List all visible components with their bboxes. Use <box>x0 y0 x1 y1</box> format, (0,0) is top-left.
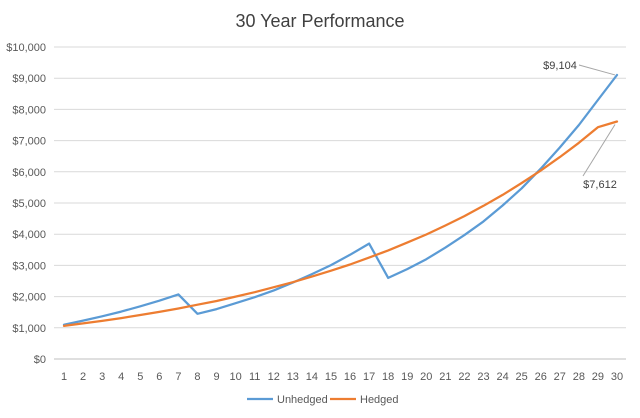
x-tick-label: 14 <box>306 371 318 383</box>
series-line-unhedged <box>62 73 619 326</box>
x-tick-label: 1 <box>61 371 67 383</box>
x-tick-label: 24 <box>496 371 508 383</box>
x-tick-label: 26 <box>535 371 547 383</box>
y-tick-label: $0 <box>34 354 46 366</box>
y-tick-label: $4,000 <box>12 229 46 241</box>
x-tick-label: 3 <box>99 371 105 383</box>
x-tick-label: 6 <box>156 371 162 383</box>
y-tick-label: $2,000 <box>12 292 46 304</box>
annotations: $9,104 $7,612 <box>543 60 617 191</box>
x-tick-label: 27 <box>554 371 566 383</box>
y-tick-label: $7,000 <box>12 136 46 148</box>
x-tick-label: 23 <box>477 371 489 383</box>
annotation-leader <box>582 124 616 177</box>
x-axis-ticks: 1 2 3 4 5 6 7 8 9 10 11 12 13 14 15 16 17 18 19 20 21 22 23 24 2… <box>61 371 623 383</box>
y-tick-label: $3,000 <box>12 260 46 272</box>
legend: Unhedged Hedged <box>247 394 399 406</box>
chart-title: 30 Year Performance <box>235 11 404 31</box>
x-tick-label: 9 <box>213 371 219 383</box>
x-tick-label: 16 <box>344 371 356 383</box>
x-tick-label: 29 <box>592 371 604 383</box>
x-tick-label: 22 <box>458 371 470 383</box>
x-tick-label: 10 <box>229 371 241 383</box>
x-tick-label: 7 <box>175 371 181 383</box>
legend-label: Hedged <box>360 394 399 406</box>
series-line-hedged <box>62 120 619 328</box>
x-tick-label: 21 <box>439 371 451 383</box>
x-tick-label: 20 <box>420 371 432 383</box>
x-tick-label: 5 <box>137 371 143 383</box>
x-tick-label: 15 <box>325 371 337 383</box>
y-tick-label: $6,000 <box>12 167 46 179</box>
x-tick-label: 11 <box>249 371 260 383</box>
annotation-leader <box>578 64 616 76</box>
x-tick-label: 8 <box>194 371 200 383</box>
x-tick-label: 13 <box>287 371 299 383</box>
y-tick-label: $9,000 <box>12 73 46 85</box>
x-tick-label: 25 <box>516 371 528 383</box>
x-tick-label: 30 <box>611 371 623 383</box>
x-tick-label: 18 <box>382 371 394 383</box>
x-tick-label: 28 <box>573 371 585 383</box>
y-tick-label: $8,000 <box>12 104 46 116</box>
y-tick-label: $10,000 <box>6 42 46 54</box>
series-lines <box>62 73 619 328</box>
data-label: $7,612 <box>583 179 617 191</box>
y-tick-label: $1,000 <box>12 323 46 335</box>
y-axis-ticks: $0 $1,000 $2,000 $3,000 $4,000 $5,000 $6,000 $7… <box>6 42 46 366</box>
x-tick-label: 12 <box>268 371 280 383</box>
x-tick-label: 4 <box>118 371 124 383</box>
legend-label: Unhedged <box>277 394 328 406</box>
y-tick-label: $5,000 <box>12 198 46 210</box>
data-label: $9,104 <box>543 60 577 72</box>
x-tick-label: 2 <box>80 371 86 383</box>
gridlines <box>54 46 626 329</box>
x-tick-label: 17 <box>363 371 375 383</box>
x-tick-label: 19 <box>401 371 413 383</box>
